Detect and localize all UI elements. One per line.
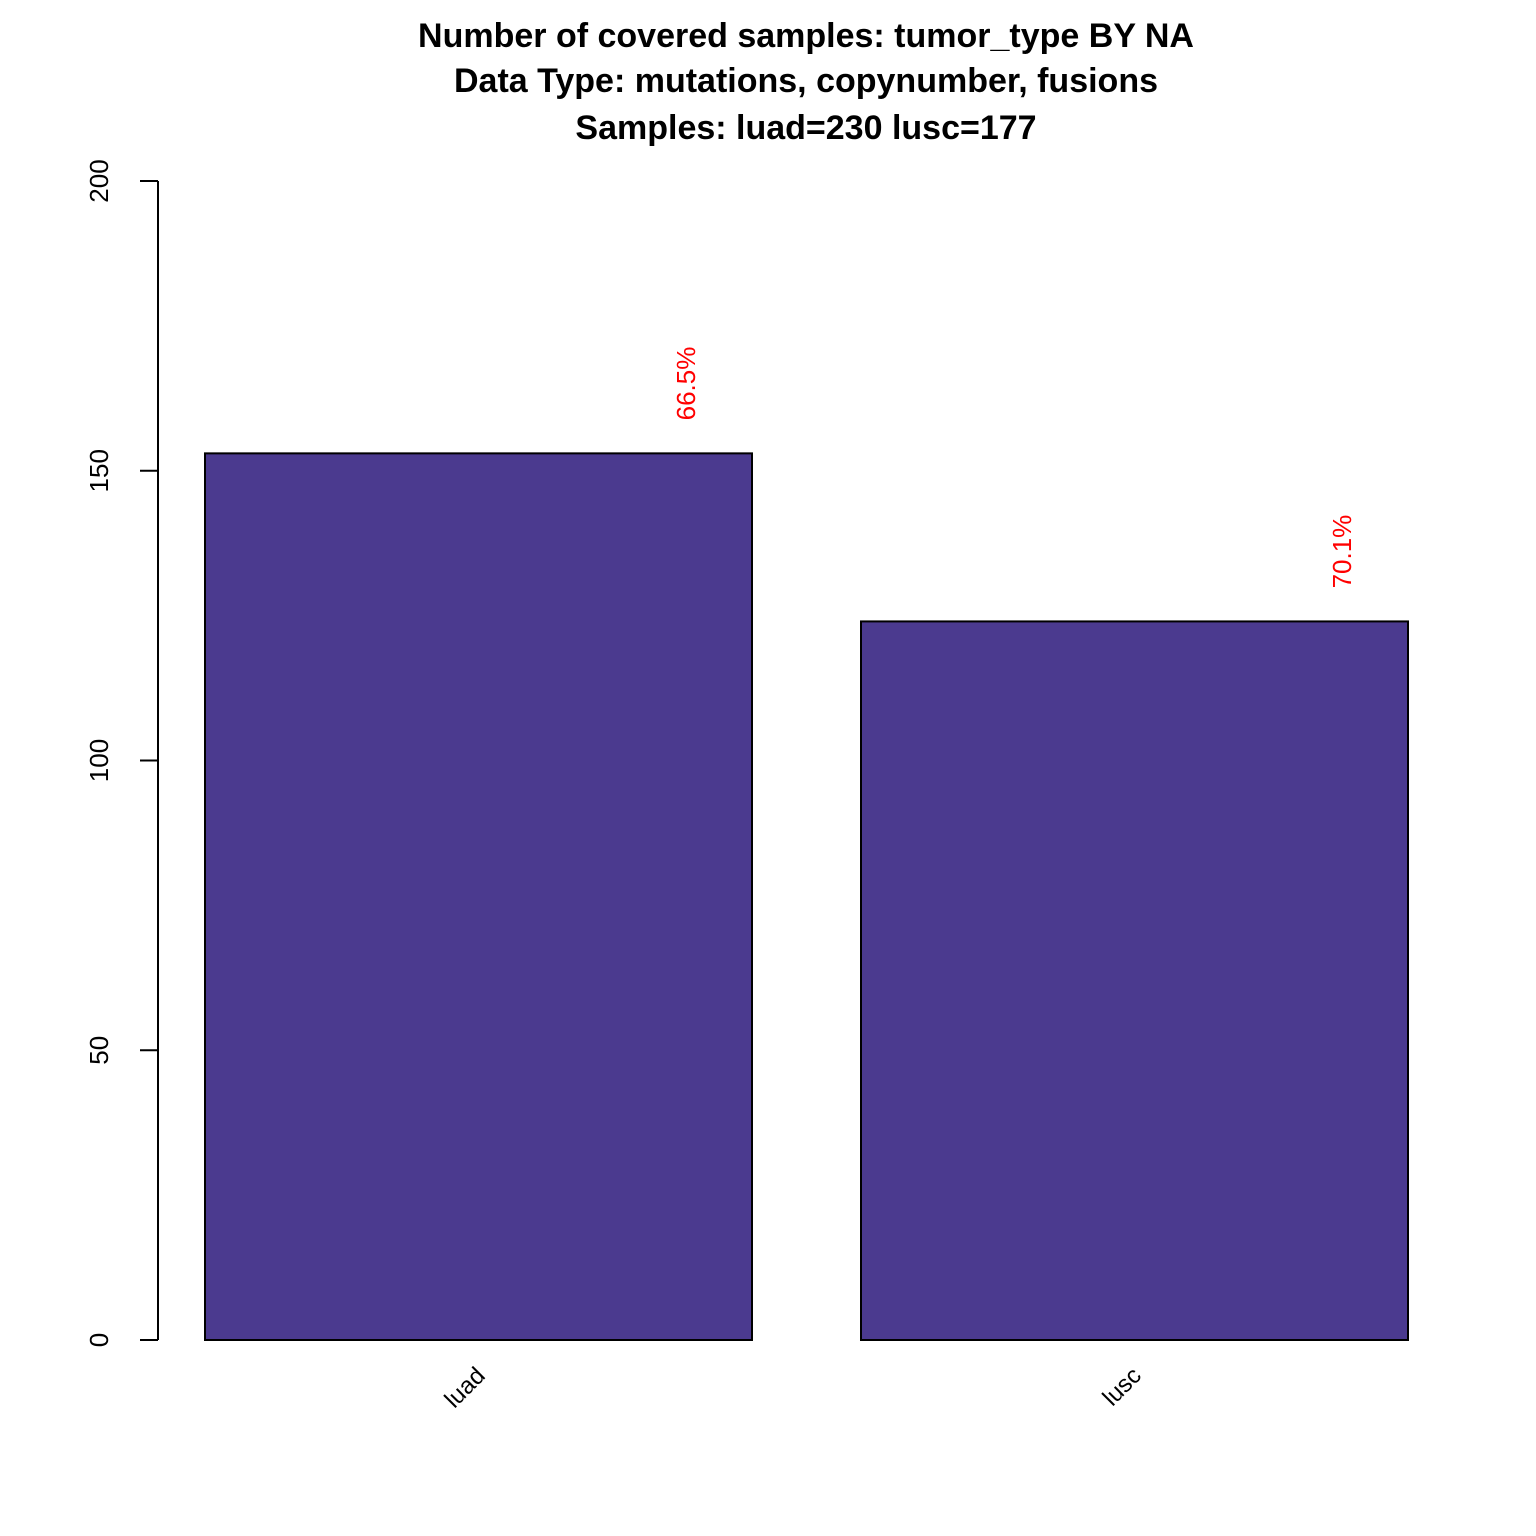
bars [204,452,1409,1341]
chart-title-line-3: Samples: luad=230 lusc=177 [575,109,1036,147]
x-tick-label-lusc: lusc [1097,1362,1146,1411]
bar-annotation-lusc: 70.1% [1327,515,1357,589]
y-tick-label: 200 [84,159,114,202]
y-tick-label: 150 [84,449,114,492]
chart-title-line-2: Data Type: mutations, copynumber, fusion… [454,62,1158,100]
y-tick-label: 0 [84,1333,114,1347]
chart-title: Number of covered samples: tumor_type BY… [418,17,1194,147]
x-axis-labels: luad lusc [440,1362,1147,1413]
bar-luad [204,452,753,1341]
x-tick-label-luad: luad [440,1362,491,1413]
y-tick-label: 50 [84,1036,114,1065]
bar-annotation-luad: 66.5% [671,347,701,421]
y-tick-label: 100 [84,739,114,782]
y-axis: 0 50 100 150 200 [84,159,159,1347]
chart-title-line-1: Number of covered samples: tumor_type BY… [418,17,1194,55]
bar-lusc [860,620,1409,1341]
bar-annotations: 66.5% 70.1% [671,347,1357,589]
